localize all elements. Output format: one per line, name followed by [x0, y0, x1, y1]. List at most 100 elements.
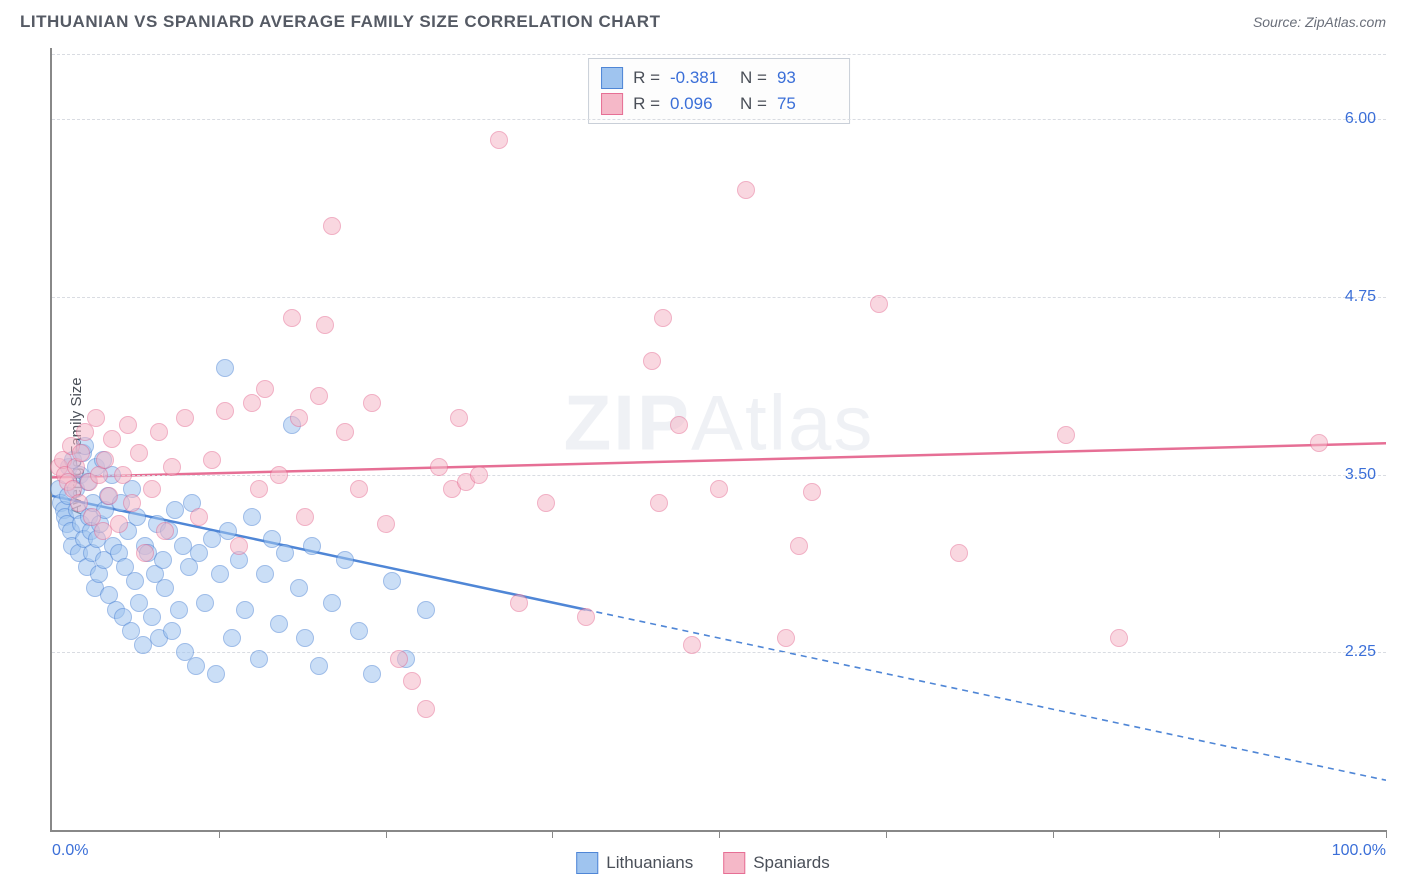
data-point — [650, 494, 668, 512]
data-point — [336, 551, 354, 569]
data-point — [190, 544, 208, 562]
data-point — [96, 451, 114, 469]
data-point — [276, 544, 294, 562]
data-point — [243, 508, 261, 526]
stats-r-value-lithuanians: -0.381 — [670, 68, 730, 88]
data-point — [777, 629, 795, 647]
stats-r-label: R = — [633, 94, 660, 114]
data-point — [417, 601, 435, 619]
trend-lines-layer — [52, 48, 1386, 830]
data-point — [70, 494, 88, 512]
gridline — [52, 297, 1386, 298]
data-point — [683, 636, 701, 654]
data-point — [1110, 629, 1128, 647]
gridline — [52, 119, 1386, 120]
data-point — [72, 444, 90, 462]
data-point — [383, 572, 401, 590]
data-point — [296, 629, 314, 647]
data-point — [230, 537, 248, 555]
x-right-label: 100.0% — [1332, 842, 1386, 860]
data-point — [290, 409, 308, 427]
x-tick — [1386, 830, 1387, 838]
data-point — [176, 409, 194, 427]
chart-header: LITHUANIAN VS SPANIARD AVERAGE FAMILY SI… — [0, 0, 1406, 38]
data-point — [190, 508, 208, 526]
data-point — [216, 402, 234, 420]
y-tick-label: 3.50 — [1345, 466, 1376, 484]
data-point — [143, 608, 161, 626]
data-point — [256, 380, 274, 398]
data-point — [303, 537, 321, 555]
data-point — [350, 622, 368, 640]
data-point — [296, 508, 314, 526]
trend-line-solid — [52, 443, 1386, 477]
stats-box: R = -0.381 N = 93 R = 0.096 N = 75 — [588, 58, 850, 124]
data-point — [363, 665, 381, 683]
data-point — [156, 522, 174, 540]
stats-n-value-lithuanians: 93 — [777, 68, 837, 88]
data-point — [417, 700, 435, 718]
data-point — [110, 515, 128, 533]
legend-swatch-lithuanians — [576, 852, 598, 874]
data-point — [363, 394, 381, 412]
swatch-spaniards — [601, 93, 623, 115]
stats-n-label: N = — [740, 68, 767, 88]
data-point — [196, 594, 214, 612]
y-tick-label: 4.75 — [1345, 288, 1376, 306]
data-point — [790, 537, 808, 555]
stats-r-label: R = — [633, 68, 660, 88]
x-tick — [552, 830, 553, 838]
data-point — [170, 601, 188, 619]
gridline — [52, 475, 1386, 476]
x-tick — [1219, 830, 1220, 838]
trend-line-dashed — [586, 610, 1386, 781]
data-point — [203, 451, 221, 469]
data-point — [216, 359, 234, 377]
data-point — [243, 394, 261, 412]
legend-item-spaniards: Spaniards — [723, 852, 830, 874]
y-tick-label: 6.00 — [1345, 110, 1376, 128]
data-point — [154, 551, 172, 569]
legend-label-lithuanians: Lithuanians — [606, 853, 693, 873]
data-point — [430, 458, 448, 476]
data-point — [803, 483, 821, 501]
data-point — [737, 181, 755, 199]
stats-r-value-spaniards: 0.096 — [670, 94, 730, 114]
scatter-chart: ZIPAtlas R = -0.381 N = 93 R = 0.096 N =… — [50, 48, 1386, 832]
stats-row-spaniards: R = 0.096 N = 75 — [601, 91, 837, 117]
y-tick-label: 2.25 — [1345, 643, 1376, 661]
data-point — [537, 494, 555, 512]
data-point — [270, 466, 288, 484]
data-point — [283, 309, 301, 327]
data-point — [710, 480, 728, 498]
data-point — [123, 494, 141, 512]
watermark: ZIPAtlas — [564, 378, 875, 469]
data-point — [403, 672, 421, 690]
data-point — [143, 480, 161, 498]
data-point — [126, 572, 144, 590]
data-point — [114, 466, 132, 484]
data-point — [323, 594, 341, 612]
data-point — [166, 501, 184, 519]
x-left-label: 0.0% — [52, 842, 88, 860]
data-point — [270, 615, 288, 633]
data-point — [316, 316, 334, 334]
data-point — [103, 430, 121, 448]
stats-n-label: N = — [740, 94, 767, 114]
data-point — [130, 444, 148, 462]
chart-title: LITHUANIAN VS SPANIARD AVERAGE FAMILY SI… — [20, 12, 660, 32]
data-point — [256, 565, 274, 583]
data-point — [643, 352, 661, 370]
data-point — [211, 565, 229, 583]
x-tick — [386, 830, 387, 838]
data-point — [187, 657, 205, 675]
data-point — [250, 650, 268, 668]
x-tick — [886, 830, 887, 838]
data-point — [490, 131, 508, 149]
data-point — [150, 423, 168, 441]
chart-source: Source: ZipAtlas.com — [1253, 14, 1386, 30]
data-point — [670, 416, 688, 434]
data-point — [290, 579, 308, 597]
data-point — [223, 629, 241, 647]
bottom-legend: Lithuanians Spaniards — [576, 852, 830, 874]
